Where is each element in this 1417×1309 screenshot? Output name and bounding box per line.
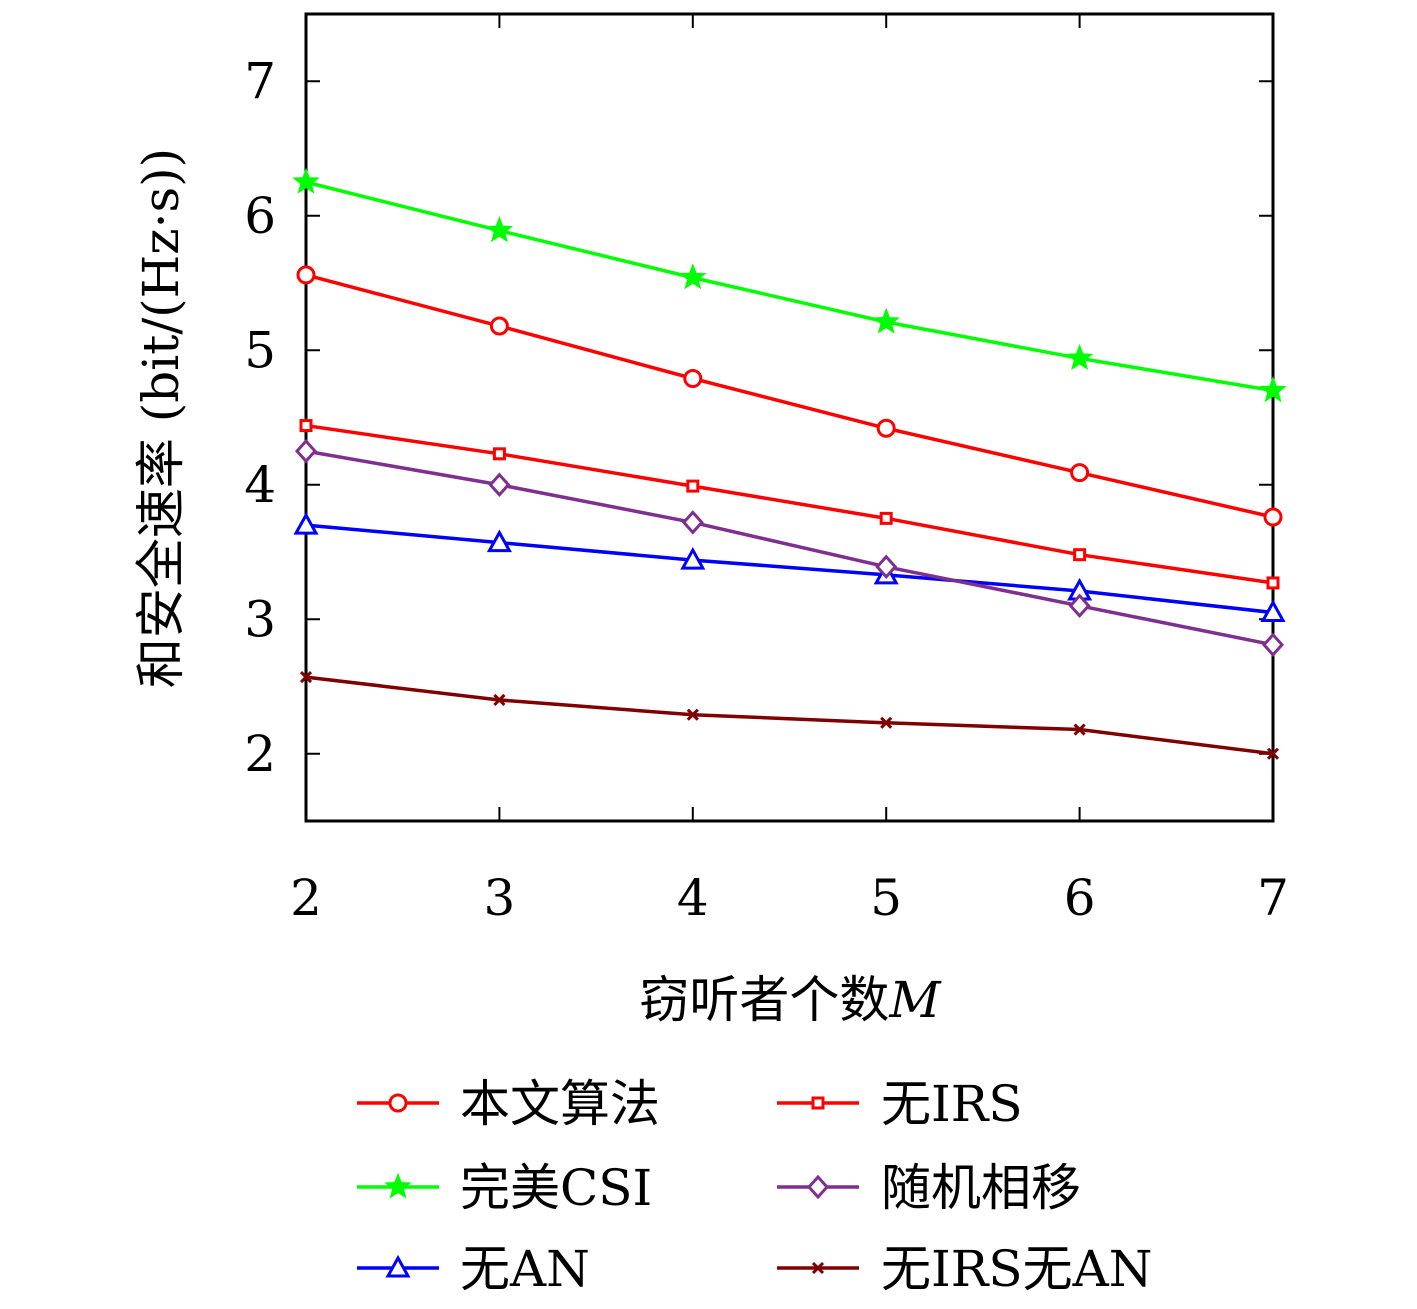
plot-area	[292, 12, 1287, 823]
series-6-point	[1073, 723, 1086, 736]
y-tick-label: 3	[244, 590, 276, 648]
series-5-point	[681, 510, 704, 535]
series-1-point	[1263, 507, 1283, 527]
series-3-point	[486, 529, 512, 553]
legend-label: 无AN	[460, 1240, 590, 1298]
series-5-point	[488, 472, 511, 497]
series-5-point	[875, 554, 898, 580]
series-4-point	[1266, 576, 1280, 590]
series-5-point	[1261, 632, 1285, 658]
series-3-point	[1260, 599, 1286, 623]
series-4-point	[492, 447, 506, 461]
series-6-point	[493, 693, 506, 707]
series-6-point	[686, 708, 699, 721]
series-6-point	[880, 716, 893, 729]
legend-marker	[385, 1254, 411, 1278]
x-tick-label: 6	[1064, 869, 1096, 927]
legend-marker	[811, 1261, 825, 1275]
series-2-point	[1259, 376, 1287, 403]
series-line-6	[305, 675, 1274, 756]
series-4-point	[686, 479, 700, 493]
series-2-point	[872, 307, 900, 334]
y-tick-label: 4	[244, 456, 276, 514]
legend-marker	[388, 1093, 408, 1113]
series-5-point	[1068, 593, 1091, 619]
series-4-point	[1073, 548, 1087, 562]
legend-item: 无AN	[357, 1240, 590, 1298]
x-tick-label: 7	[1257, 869, 1289, 927]
series-4-point	[299, 419, 313, 433]
legend-label: 无IRS	[881, 1075, 1023, 1133]
y-tick-label: 2	[244, 725, 276, 783]
plot-frame	[304, 12, 1275, 823]
series-1-point	[683, 368, 703, 388]
legend-label: 随机相移	[881, 1159, 1081, 1217]
series-2-point	[679, 263, 707, 290]
series-lines	[305, 180, 1274, 756]
series-1-point	[489, 316, 509, 336]
x-tick-label: 4	[677, 869, 709, 927]
legend-item: 本文算法	[357, 1075, 660, 1133]
series-line-3	[305, 523, 1274, 615]
legend-marker	[811, 1096, 825, 1110]
x-axis-title: 窃听者个数M	[639, 971, 942, 1029]
series-4-point	[879, 511, 893, 525]
y-tick-label: 7	[244, 52, 276, 110]
series-2-point	[292, 167, 320, 194]
series-2-point	[1065, 343, 1094, 370]
series-line-5	[305, 449, 1274, 647]
legend-marker	[384, 1172, 412, 1199]
series-1-point	[876, 418, 896, 438]
series-6-point	[1266, 747, 1280, 760]
series-6-point	[299, 671, 313, 684]
legend-item: 完美CSI	[357, 1159, 652, 1217]
series-2-point	[485, 216, 514, 243]
legend-item: 无IRS无AN	[777, 1240, 1153, 1298]
series-1-point	[296, 265, 316, 285]
x-tick-label: 3	[483, 869, 515, 927]
y-tick-label: 5	[244, 321, 276, 379]
series-line-2	[305, 180, 1274, 393]
x-axis-title-text: 窃听者个数	[639, 971, 889, 1029]
series-5-point	[294, 438, 318, 464]
series-line-4	[305, 423, 1274, 585]
series-1-point	[1070, 463, 1090, 483]
series-line-1	[305, 273, 1274, 519]
x-axis-variable: M	[888, 971, 942, 1029]
tick-labels: 2 3 4 5 6 7 2 3 4 5 6 7	[244, 52, 1289, 927]
series-3-point	[680, 546, 706, 570]
legend-item: 无IRS	[777, 1075, 1023, 1133]
legend-label: 完美CSI	[460, 1159, 652, 1217]
series-3-point	[293, 512, 319, 535]
legend-label: 本文算法	[460, 1075, 660, 1133]
x-tick-label: 5	[870, 869, 902, 927]
series-markers	[292, 167, 1287, 760]
legend-label: 无IRS无AN	[881, 1240, 1153, 1298]
legend-marker	[806, 1174, 830, 1200]
y-tick-label: 6	[244, 187, 276, 245]
y-axis-title: 和安全速率 (bit/(Hz·s))	[132, 148, 190, 688]
ticks	[305, 14, 1274, 821]
x-tick-label: 2	[290, 869, 322, 927]
legend-item: 随机相移	[777, 1159, 1081, 1217]
